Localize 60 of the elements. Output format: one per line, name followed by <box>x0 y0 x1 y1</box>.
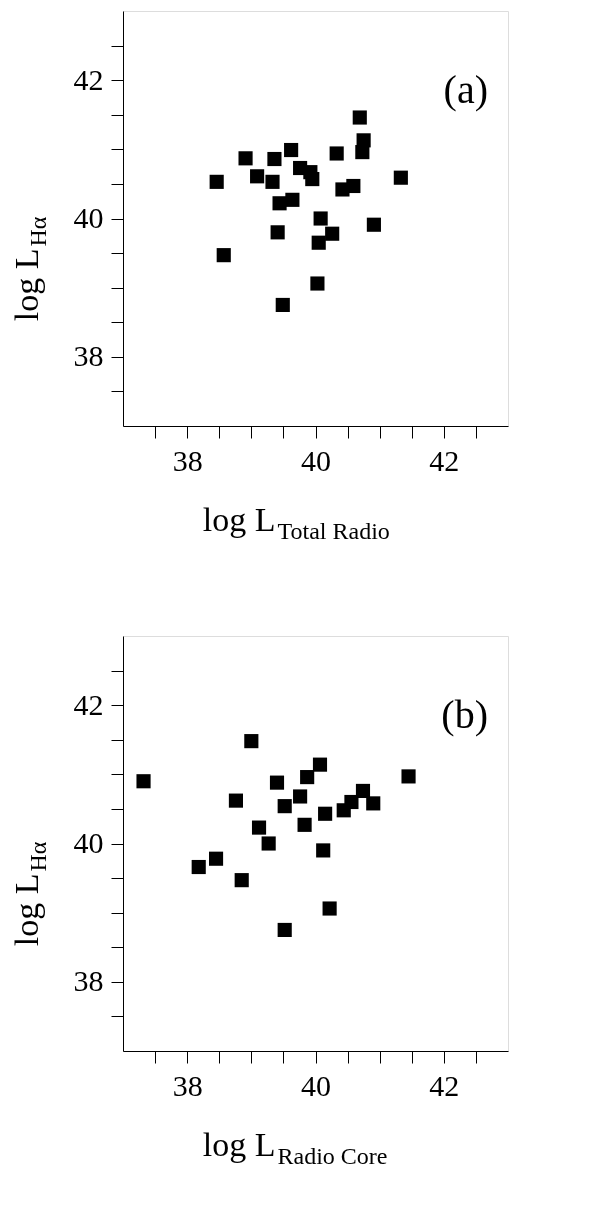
point <box>366 217 381 232</box>
point <box>272 196 287 211</box>
point <box>344 794 359 810</box>
y-tick-label: 42 <box>73 687 104 721</box>
point <box>329 146 344 161</box>
point <box>270 225 285 240</box>
x-tick-label: 40 <box>301 443 331 477</box>
point <box>297 817 312 832</box>
point <box>238 151 253 166</box>
point <box>293 789 308 804</box>
point <box>325 226 340 241</box>
point <box>250 169 265 184</box>
point <box>322 901 337 916</box>
point <box>401 769 416 784</box>
point <box>191 859 206 875</box>
point <box>277 799 292 814</box>
y-tick-label: 40 <box>73 826 104 859</box>
point <box>300 770 315 785</box>
point <box>366 796 381 811</box>
point <box>228 793 243 808</box>
point <box>267 151 282 167</box>
point <box>285 192 300 207</box>
point <box>305 172 320 187</box>
point <box>393 170 408 185</box>
point <box>209 174 224 189</box>
point <box>265 174 280 189</box>
point <box>261 836 276 851</box>
point <box>313 211 328 226</box>
point <box>277 922 292 938</box>
point <box>311 235 326 250</box>
y-axis-title: log LHα <box>8 841 51 947</box>
point <box>355 145 370 160</box>
point <box>136 774 151 789</box>
annotation: (a) <box>443 67 488 112</box>
point <box>316 843 331 858</box>
point <box>234 873 249 888</box>
y-axis-title: log LHα <box>8 216 51 322</box>
annotation: (b) <box>441 692 488 737</box>
point <box>208 851 224 866</box>
x-tick-label: 40 <box>301 1068 331 1102</box>
y-tick-label: 40 <box>73 201 104 234</box>
point <box>352 110 367 125</box>
point <box>275 297 290 313</box>
point <box>355 783 371 798</box>
x-tick-label: 42 <box>429 1068 460 1102</box>
point <box>251 820 267 835</box>
point <box>346 178 361 194</box>
point <box>284 142 299 158</box>
y-tick-label: 42 <box>73 62 104 96</box>
point <box>312 757 328 772</box>
point <box>269 775 285 790</box>
point <box>244 734 259 749</box>
x-tick-label: 42 <box>429 443 460 477</box>
x-tick-label: 38 <box>172 1068 203 1102</box>
y-tick-label: 38 <box>73 964 104 998</box>
x-tick-label: 38 <box>172 443 203 477</box>
point <box>216 248 231 263</box>
point <box>318 806 333 821</box>
point <box>310 276 325 291</box>
y-tick-label: 38 <box>73 339 104 373</box>
